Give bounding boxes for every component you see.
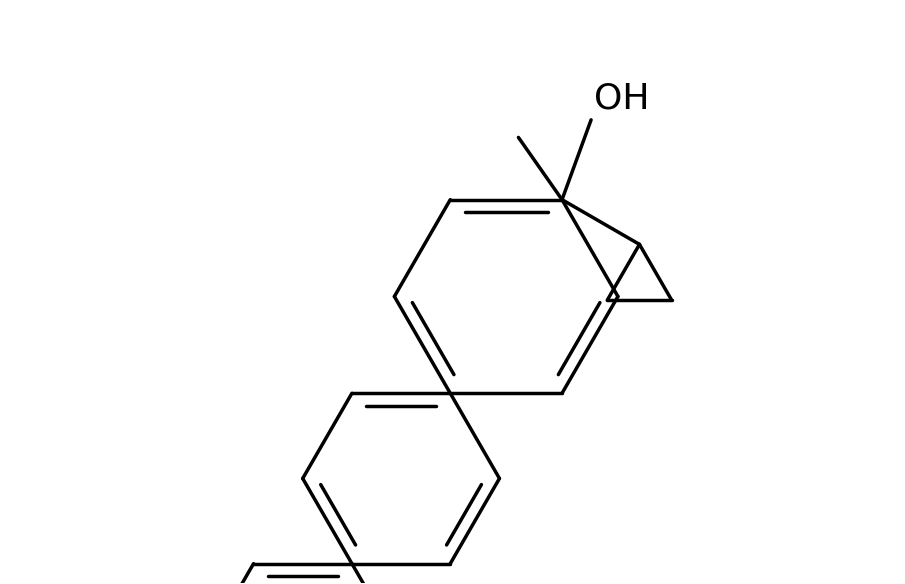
Text: OH: OH xyxy=(594,81,649,116)
